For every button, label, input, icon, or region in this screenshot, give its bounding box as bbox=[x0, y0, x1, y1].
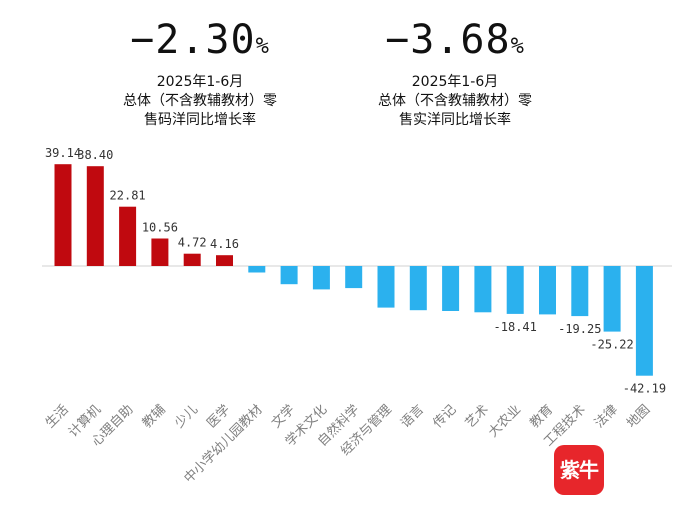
tick-label-category-19: 地图 bbox=[624, 402, 653, 431]
tick-label-category-13: 传记 bbox=[430, 402, 459, 431]
bar-category-16 bbox=[539, 266, 556, 315]
data-label-category-18: -25.22 bbox=[590, 338, 633, 352]
actual-price-metric: 售实洋同比增长率 bbox=[399, 112, 511, 128]
data-label-category-3: 22.81 bbox=[110, 189, 146, 203]
tick-label-category-4: 教辅 bbox=[139, 402, 169, 432]
bar-category-11 bbox=[377, 266, 395, 308]
actual-price-growth-value: −3.68% bbox=[385, 17, 525, 63]
data-label-category-2: 38.40 bbox=[77, 148, 113, 162]
data-label-category-1: 39.14 bbox=[45, 146, 81, 160]
data-label-category-5: 4.72 bbox=[178, 236, 207, 250]
bar-category-12 bbox=[409, 266, 427, 311]
bar-category-10 bbox=[345, 266, 363, 289]
retail-price-scope: 总体（不含教辅教材）零 bbox=[123, 93, 277, 109]
tick-label-category-18: 法律 bbox=[592, 402, 621, 431]
summary-retail-price-growth: −2.30% 2025年1-6月 总体（不含教辅教材）零 售码洋同比增长率 bbox=[85, 14, 315, 130]
bar-category-5 bbox=[183, 253, 201, 266]
bar-category-17 bbox=[571, 266, 589, 317]
bar-category-9 bbox=[312, 266, 330, 290]
tick-label-category-6: 医学 bbox=[204, 402, 234, 432]
bar-category-3 bbox=[119, 206, 137, 266]
bar-category-14 bbox=[474, 266, 492, 313]
data-label-category-6: 4.16 bbox=[210, 237, 239, 251]
retail-price-metric: 售码洋同比增长率 bbox=[144, 112, 256, 128]
ziniu-logo: 紫牛 bbox=[554, 445, 604, 495]
data-label-category-15: -18.41 bbox=[494, 320, 537, 334]
summary-actual-price-growth: −3.68% 2025年1-6月 总体（不含教辅教材）零 售实洋同比增长率 bbox=[340, 14, 570, 130]
data-label-category-19: -42.19 bbox=[623, 382, 666, 396]
bar-category-4 bbox=[151, 238, 169, 266]
tick-label-category-5: 少儿 bbox=[172, 402, 201, 431]
bar-category-8 bbox=[280, 266, 298, 285]
bar-category-13 bbox=[442, 266, 460, 311]
bar-category-7 bbox=[248, 266, 266, 273]
actual-price-scope: 总体（不含教辅教材）零 bbox=[378, 93, 532, 109]
bar-category-6 bbox=[216, 255, 233, 266]
retail-price-growth-value: −2.30% bbox=[130, 17, 270, 63]
bar-category-18 bbox=[603, 266, 621, 332]
tick-label-category-8: 文学 bbox=[268, 402, 298, 432]
bar-category-19 bbox=[635, 266, 653, 376]
actual-price-period: 2025年1-6月 bbox=[411, 74, 499, 90]
data-label-category-17: -19.25 bbox=[558, 322, 601, 336]
bar-category-2 bbox=[86, 166, 104, 266]
bar-category-1 bbox=[54, 164, 72, 266]
retail-price-period: 2025年1-6月 bbox=[156, 74, 244, 90]
tick-label-category-15: 大农业 bbox=[486, 402, 524, 440]
bar-category-15 bbox=[506, 266, 524, 314]
data-label-category-4: 10.56 bbox=[142, 221, 178, 235]
tick-label-category-12: 语言 bbox=[398, 402, 427, 431]
tick-label-category-16: 教育 bbox=[527, 402, 557, 432]
